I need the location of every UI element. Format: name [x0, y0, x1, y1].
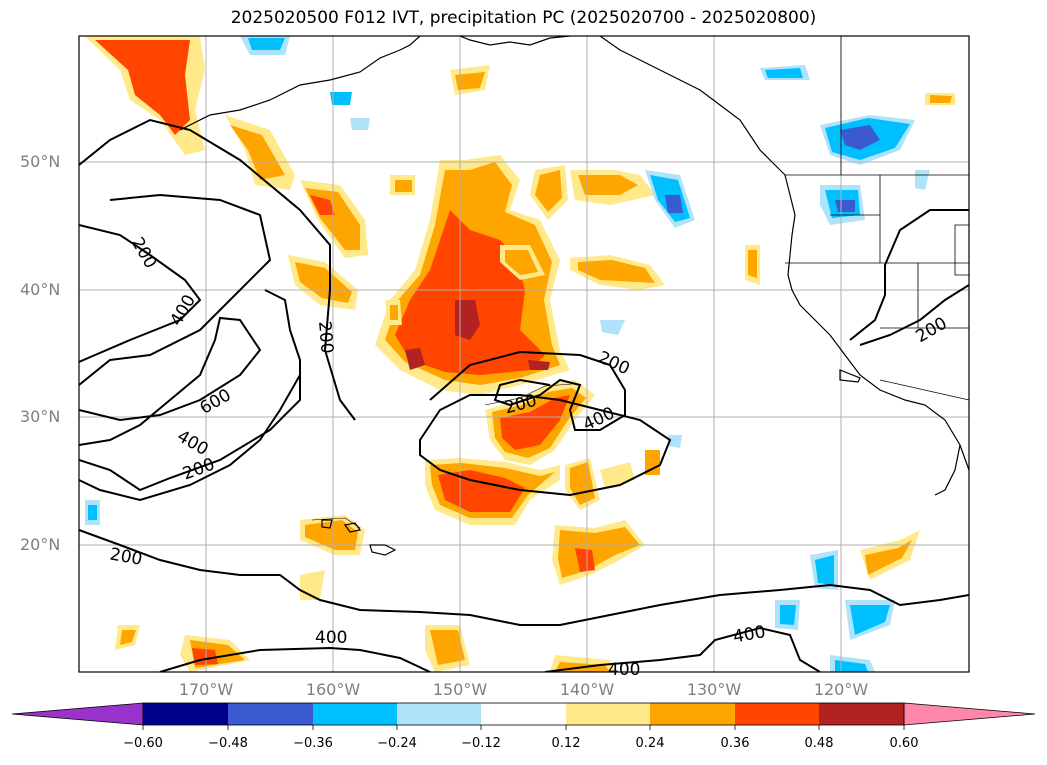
longitude-label: 170°W	[178, 680, 234, 699]
grid-lines	[79, 36, 969, 672]
precip-area	[505, 250, 538, 275]
precip-area	[455, 300, 480, 340]
precip-area	[230, 125, 285, 180]
ivt-contour-label: 400	[608, 660, 640, 680]
colorbar-swatch	[650, 703, 735, 725]
precip-outlines	[311, 383, 573, 529]
colorbar-tick-label: −0.48	[208, 736, 248, 751]
precip-negative-areas	[85, 36, 930, 672]
ivt-contour-label: 200	[180, 455, 217, 485]
precip-area	[390, 305, 398, 320]
precip-area	[310, 195, 335, 215]
precip-area	[88, 505, 97, 520]
precip-area	[865, 540, 912, 575]
precip-area	[600, 320, 625, 335]
precip-area	[930, 95, 952, 103]
colorbar-extend-high	[903, 702, 1036, 726]
colorbar-tick-label: 0.36	[720, 736, 750, 751]
map-plot-area	[79, 36, 969, 672]
latitude-label: 40°N	[20, 280, 61, 299]
colorbar-swatch	[143, 703, 228, 725]
precip-area	[575, 548, 595, 572]
colorbar-swatch	[481, 703, 566, 725]
precip-positive-areas	[85, 36, 955, 672]
precip-area	[305, 520, 358, 550]
precip-area	[120, 630, 136, 645]
precip-area	[558, 527, 640, 578]
precip-area	[748, 250, 757, 278]
ivt-contour-label: 200	[595, 348, 633, 380]
colorbar-tick-label: −0.36	[293, 736, 333, 751]
ivt-contour-label: 200	[314, 320, 337, 354]
colorbar-swatch	[313, 703, 397, 725]
ivt-contour-label: 400	[315, 628, 347, 648]
map-title: 2025020500 F012 IVT, precipitation PC (2…	[230, 8, 817, 28]
precip-area	[835, 200, 855, 212]
precip-area	[835, 660, 868, 672]
colorbar-tick-label: 0.48	[804, 736, 834, 751]
colorbar-tick-label: 0.60	[889, 736, 919, 751]
colorbar-swatch	[566, 703, 650, 725]
precip-area	[192, 648, 218, 665]
precip-area	[535, 170, 562, 212]
precip-area	[815, 555, 834, 585]
precip-area	[500, 395, 570, 450]
political-borders	[785, 36, 969, 401]
precip-area	[665, 195, 683, 213]
precip-area	[295, 262, 352, 303]
precip-area	[600, 462, 635, 488]
precip-area	[455, 72, 485, 90]
colorbar-tick-label: −0.12	[461, 736, 501, 751]
ivt-contour-label: 200	[108, 545, 143, 570]
longitude-label: 160°W	[305, 680, 361, 699]
colorbar-swatch	[397, 703, 481, 725]
precip-area	[668, 435, 682, 448]
colorbar-frame	[142, 702, 905, 726]
ivt-contours	[79, 118, 969, 672]
colorbar-tick-label: 0.24	[635, 736, 665, 751]
precip-area	[915, 170, 930, 190]
precip-area	[350, 118, 370, 130]
latitude-label: 30°N	[20, 407, 61, 426]
precip-area	[395, 180, 412, 192]
latitude-label: 50°N	[20, 152, 61, 171]
colorbar-tick-label: −0.60	[123, 736, 163, 751]
precip-area	[528, 360, 550, 370]
colorbar	[11, 702, 1036, 730]
precip-area	[780, 605, 796, 625]
precip-area	[578, 175, 638, 195]
precip-area	[430, 630, 465, 665]
colorbar-tick-label: 0.12	[551, 736, 581, 751]
ivt-contour-label: 600	[197, 385, 235, 419]
colorbar-extend-low	[11, 702, 144, 726]
map-frame	[78, 35, 970, 673]
precip-area	[330, 92, 352, 105]
longitude-label: 130°W	[686, 680, 742, 699]
latitude-label: 20°N	[20, 535, 61, 554]
precip-area	[850, 605, 890, 635]
coastlines	[179, 36, 969, 556]
colorbar-swatch	[735, 703, 819, 725]
ivt-contour-label: 200	[127, 234, 161, 272]
precip-area	[578, 260, 655, 283]
colorbar-swatch	[819, 703, 904, 725]
colorbar-swatch	[228, 703, 313, 725]
longitude-label: 140°W	[559, 680, 615, 699]
precip-area	[95, 40, 190, 135]
longitude-label: 120°W	[813, 680, 869, 699]
ivt-contour-label: 400	[732, 622, 767, 647]
precip-area	[765, 68, 803, 78]
precip-area	[645, 450, 660, 475]
colorbar-tick-label: −0.24	[377, 736, 417, 751]
precip-area	[248, 38, 285, 50]
longitude-label: 150°W	[432, 680, 488, 699]
precip-area	[405, 348, 425, 370]
precip-area	[840, 125, 880, 150]
